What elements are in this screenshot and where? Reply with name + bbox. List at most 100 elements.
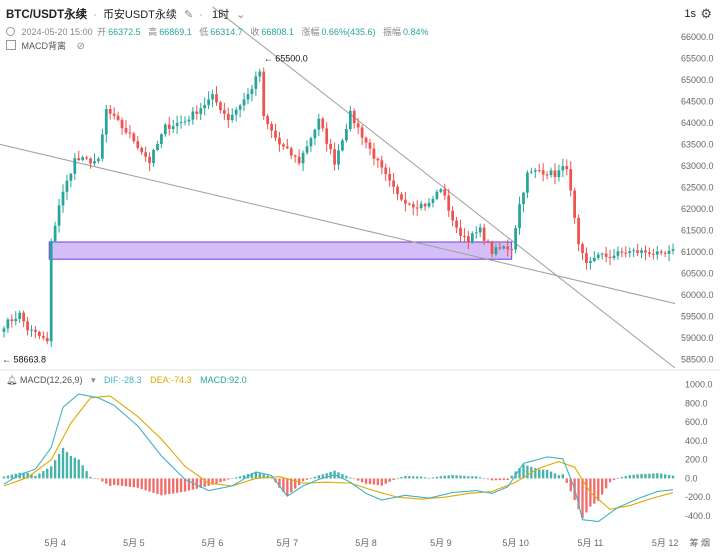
macd-histogram-bar[interactable] (569, 478, 572, 492)
candle-body[interactable] (65, 180, 69, 192)
candle-body[interactable] (226, 113, 230, 121)
candle-body[interactable] (270, 124, 273, 131)
candle-body[interactable] (459, 227, 462, 236)
macd-histogram-bar[interactable] (353, 478, 356, 480)
macd-histogram-bar[interactable] (101, 478, 104, 482)
candle-body[interactable] (89, 158, 92, 164)
macd-histogram-bar[interactable] (6, 475, 10, 479)
macd-histogram-bar[interactable] (416, 476, 419, 479)
candle-body[interactable] (10, 319, 14, 322)
candle-body[interactable] (163, 124, 167, 135)
macd-histogram-bar[interactable] (140, 478, 143, 490)
macd-histogram-bar[interactable] (526, 465, 529, 479)
macd-histogram-bar[interactable] (443, 475, 446, 479)
candle-body[interactable] (533, 170, 537, 172)
macd-histogram-bar[interactable] (168, 478, 171, 495)
macd-histogram-bar[interactable] (116, 478, 120, 486)
macd-histogram-bar[interactable] (46, 468, 49, 479)
candle-body[interactable] (407, 203, 411, 205)
macd-histogram-bar[interactable] (640, 473, 643, 479)
candle-body[interactable] (108, 109, 112, 114)
macd-histogram-bar[interactable] (427, 478, 431, 479)
macd-histogram-bar[interactable] (38, 473, 41, 479)
candle-body[interactable] (207, 99, 211, 106)
macd-histogram-bar[interactable] (565, 478, 568, 483)
macd-histogram-bar[interactable] (553, 473, 557, 479)
macd-histogram-bar[interactable] (341, 474, 344, 479)
candle-body[interactable] (250, 88, 254, 95)
macd-histogram-bar[interactable] (219, 478, 222, 483)
macd-histogram-bar[interactable] (538, 469, 541, 479)
candle-body[interactable] (238, 105, 242, 110)
candle-body[interactable] (215, 94, 218, 103)
candle-body[interactable] (376, 158, 380, 161)
macd-histogram-bar[interactable] (34, 475, 37, 479)
macd-histogram-bar[interactable] (254, 471, 258, 479)
candle-body[interactable] (136, 141, 140, 148)
candle-body[interactable] (171, 126, 175, 129)
macd-histogram-bar[interactable] (325, 473, 328, 479)
candle-body[interactable] (659, 251, 663, 253)
gear-icon[interactable]: ⚙ (700, 6, 712, 21)
candle-body[interactable] (589, 261, 592, 263)
candle-body[interactable] (435, 191, 439, 199)
macd-histogram-bar[interactable] (632, 474, 635, 479)
macd-histogram-bar[interactable] (380, 478, 383, 486)
macd-histogram-bar[interactable] (282, 478, 285, 492)
candle-body[interactable] (616, 251, 620, 256)
macd-histogram-bar[interactable] (160, 478, 163, 496)
bell-icon[interactable]: 🔔︎ (6, 375, 18, 385)
candle-body[interactable] (93, 161, 96, 164)
interval-button[interactable]: 1s (684, 8, 696, 20)
candle-body[interactable] (49, 241, 53, 342)
macd-histogram-bar[interactable] (278, 478, 281, 488)
candle-body[interactable] (384, 167, 388, 174)
macd-histogram-bar[interactable] (620, 477, 624, 479)
macd-histogram-bar[interactable] (431, 477, 435, 479)
candle-body[interactable] (195, 111, 199, 114)
macd-histogram-bar[interactable] (329, 471, 332, 479)
candle-body[interactable] (427, 202, 431, 207)
macd-histogram-bar[interactable] (490, 478, 494, 481)
macd-histogram-bar[interactable] (290, 478, 293, 493)
macd-histogram-bar[interactable] (549, 471, 553, 479)
macd-histogram-bar[interactable] (10, 474, 14, 479)
candle-body[interactable] (34, 329, 37, 332)
macd-histogram-bar[interactable] (356, 478, 360, 481)
macd-histogram-bar[interactable] (624, 476, 627, 479)
candle-body[interactable] (447, 195, 451, 211)
macd-histogram-bar[interactable] (423, 477, 427, 479)
macd-histogram-bar[interactable] (317, 475, 321, 479)
macd-histogram-bar[interactable] (109, 478, 112, 486)
macd-histogram-bar[interactable] (136, 478, 139, 488)
macd-histogram-bar[interactable] (419, 476, 423, 479)
macd-histogram-bar[interactable] (207, 478, 210, 486)
macd-histogram-bar[interactable] (93, 478, 96, 479)
highlight-zone[interactable] (48, 241, 513, 260)
candle-body[interactable] (604, 253, 608, 257)
candle-body[interactable] (400, 194, 403, 200)
candle-body[interactable] (348, 110, 352, 130)
candle-body[interactable] (282, 144, 285, 147)
candle-body[interactable] (266, 116, 270, 125)
macd-histogram-bar[interactable] (262, 474, 265, 479)
candle-body[interactable] (648, 252, 651, 254)
candle-body[interactable] (451, 210, 455, 221)
macd-histogram-bar[interactable] (667, 475, 671, 479)
macd-histogram-bar[interactable] (557, 475, 561, 479)
macd-histogram-bar[interactable] (384, 478, 387, 484)
candle-body[interactable] (514, 228, 517, 250)
candle-body[interactable] (502, 246, 506, 249)
candle-body[interactable] (329, 143, 333, 150)
candle-body[interactable] (333, 149, 336, 165)
macd-histogram-bar[interactable] (144, 478, 147, 491)
macd-histogram-bar[interactable] (105, 478, 108, 484)
candle-body[interactable] (219, 102, 222, 111)
macd-histogram-bar[interactable] (604, 478, 608, 489)
macd-histogram-bar[interactable] (545, 469, 549, 479)
macd-histogram-bar[interactable] (463, 475, 466, 479)
candle-body[interactable] (128, 132, 132, 134)
macd-histogram-bar[interactable] (50, 466, 53, 479)
macd-histogram-bar[interactable] (593, 478, 596, 504)
candle-body[interactable] (415, 207, 419, 209)
